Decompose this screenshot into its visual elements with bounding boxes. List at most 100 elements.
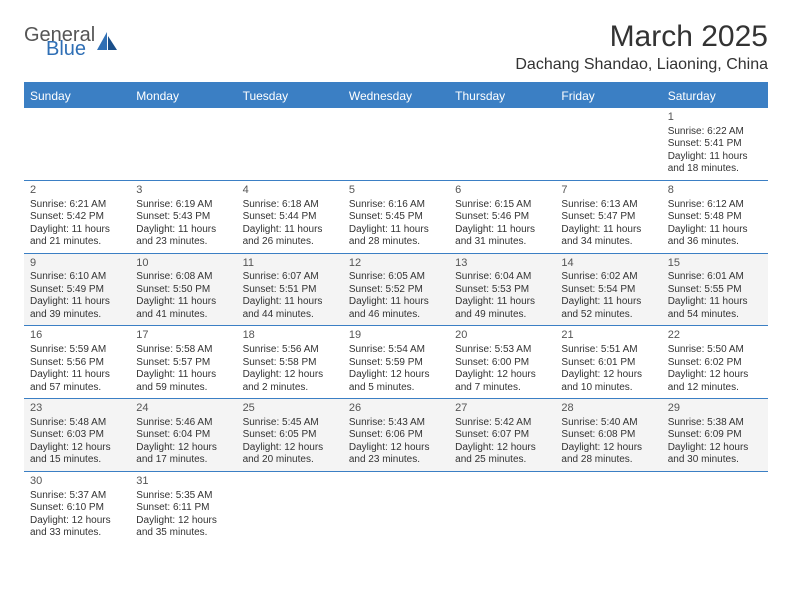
cell-dl1: Daylight: 11 hours [561, 296, 655, 309]
calendar-cell: 18Sunrise: 5:56 AMSunset: 5:58 PMDayligh… [237, 325, 343, 398]
calendar-cell-empty [237, 471, 343, 544]
cell-sunset: Sunset: 5:48 PM [668, 211, 762, 224]
calendar-cell: 11Sunrise: 6:07 AMSunset: 5:51 PMDayligh… [237, 253, 343, 326]
calendar-cell-empty [343, 108, 449, 180]
cell-sunrise: Sunrise: 5:59 AM [30, 344, 124, 357]
cell-dl1: Daylight: 11 hours [668, 296, 762, 309]
cell-sunset: Sunset: 5:45 PM [349, 211, 443, 224]
calendar-cell: 9Sunrise: 6:10 AMSunset: 5:49 PMDaylight… [24, 253, 130, 326]
cell-dl2: and 30 minutes. [668, 454, 762, 467]
cell-dl2: and 26 minutes. [243, 236, 337, 249]
day-number: 17 [136, 329, 230, 343]
calendar-cell: 23Sunrise: 5:48 AMSunset: 6:03 PMDayligh… [24, 398, 130, 471]
day-number: 11 [243, 257, 337, 271]
cell-dl2: and 52 minutes. [561, 309, 655, 322]
calendar-cell: 1Sunrise: 6:22 AMSunset: 5:41 PMDaylight… [662, 108, 768, 180]
calendar-cell-empty [24, 108, 130, 180]
calendar-cell: 25Sunrise: 5:45 AMSunset: 6:05 PMDayligh… [237, 398, 343, 471]
calendar-cell: 8Sunrise: 6:12 AMSunset: 5:48 PMDaylight… [662, 180, 768, 253]
calendar-cell: 30Sunrise: 5:37 AMSunset: 6:10 PMDayligh… [24, 471, 130, 544]
cell-dl2: and 17 minutes. [136, 454, 230, 467]
day-number: 31 [136, 475, 230, 489]
cell-dl2: and 59 minutes. [136, 382, 230, 395]
cell-sunrise: Sunrise: 5:46 AM [136, 417, 230, 430]
cell-dl2: and 23 minutes. [349, 454, 443, 467]
calendar-cell: 26Sunrise: 5:43 AMSunset: 6:06 PMDayligh… [343, 398, 449, 471]
cell-sunset: Sunset: 6:06 PM [349, 429, 443, 442]
cell-dl1: Daylight: 11 hours [455, 296, 549, 309]
dayname-wednesday: Wednesday [343, 84, 449, 108]
calendar-body: 1Sunrise: 6:22 AMSunset: 5:41 PMDaylight… [24, 108, 768, 544]
day-number: 7 [561, 184, 655, 198]
cell-sunrise: Sunrise: 6:07 AM [243, 271, 337, 284]
cell-sunrise: Sunrise: 5:50 AM [668, 344, 762, 357]
cell-sunset: Sunset: 5:54 PM [561, 284, 655, 297]
cell-sunrise: Sunrise: 5:38 AM [668, 417, 762, 430]
calendar-cell: 4Sunrise: 6:18 AMSunset: 5:44 PMDaylight… [237, 180, 343, 253]
cell-dl2: and 15 minutes. [30, 454, 124, 467]
calendar-cell: 20Sunrise: 5:53 AMSunset: 6:00 PMDayligh… [449, 325, 555, 398]
calendar: Sunday Monday Tuesday Wednesday Thursday… [24, 82, 768, 544]
calendar-cell-empty [237, 108, 343, 180]
cell-dl1: Daylight: 12 hours [561, 442, 655, 455]
cell-sunrise: Sunrise: 6:01 AM [668, 271, 762, 284]
calendar-cell-empty [130, 108, 236, 180]
header: General Blue March 2025 Dachang Shandao,… [24, 20, 768, 74]
cell-dl2: and 23 minutes. [136, 236, 230, 249]
calendar-cell: 6Sunrise: 6:15 AMSunset: 5:46 PMDaylight… [449, 180, 555, 253]
cell-sunrise: Sunrise: 5:58 AM [136, 344, 230, 357]
cell-dl1: Daylight: 12 hours [349, 369, 443, 382]
day-number: 22 [668, 329, 762, 343]
calendar-cell: 15Sunrise: 6:01 AMSunset: 5:55 PMDayligh… [662, 253, 768, 326]
calendar-cell: 3Sunrise: 6:19 AMSunset: 5:43 PMDaylight… [130, 180, 236, 253]
week-row: 2Sunrise: 6:21 AMSunset: 5:42 PMDaylight… [24, 180, 768, 253]
cell-sunrise: Sunrise: 5:51 AM [561, 344, 655, 357]
dayname-friday: Friday [555, 84, 661, 108]
week-row: 30Sunrise: 5:37 AMSunset: 6:10 PMDayligh… [24, 471, 768, 544]
cell-sunrise: Sunrise: 6:15 AM [455, 199, 549, 212]
day-number: 1 [668, 111, 762, 125]
cell-sunset: Sunset: 6:03 PM [30, 429, 124, 442]
week-row: 23Sunrise: 5:48 AMSunset: 6:03 PMDayligh… [24, 398, 768, 471]
day-number: 3 [136, 184, 230, 198]
cell-dl1: Daylight: 12 hours [668, 369, 762, 382]
cell-sunset: Sunset: 6:09 PM [668, 429, 762, 442]
dayname-tuesday: Tuesday [237, 84, 343, 108]
calendar-cell: 14Sunrise: 6:02 AMSunset: 5:54 PMDayligh… [555, 253, 661, 326]
cell-sunrise: Sunrise: 6:18 AM [243, 199, 337, 212]
day-number: 2 [30, 184, 124, 198]
cell-dl1: Daylight: 12 hours [30, 442, 124, 455]
cell-sunrise: Sunrise: 5:54 AM [349, 344, 443, 357]
cell-sunset: Sunset: 5:59 PM [349, 357, 443, 370]
cell-sunset: Sunset: 5:46 PM [455, 211, 549, 224]
cell-dl2: and 34 minutes. [561, 236, 655, 249]
cell-sunrise: Sunrise: 5:37 AM [30, 490, 124, 503]
calendar-cell-empty [343, 471, 449, 544]
day-number: 30 [30, 475, 124, 489]
location: Dachang Shandao, Liaoning, China [515, 56, 768, 74]
dayname-saturday: Saturday [662, 84, 768, 108]
week-row: 1Sunrise: 6:22 AMSunset: 5:41 PMDaylight… [24, 108, 768, 180]
cell-dl2: and 31 minutes. [455, 236, 549, 249]
calendar-cell: 31Sunrise: 5:35 AMSunset: 6:11 PMDayligh… [130, 471, 236, 544]
cell-dl1: Daylight: 11 hours [30, 369, 124, 382]
cell-sunrise: Sunrise: 6:05 AM [349, 271, 443, 284]
day-number: 5 [349, 184, 443, 198]
cell-sunset: Sunset: 6:04 PM [136, 429, 230, 442]
calendar-cell: 13Sunrise: 6:04 AMSunset: 5:53 PMDayligh… [449, 253, 555, 326]
dayname-monday: Monday [130, 84, 236, 108]
cell-dl1: Daylight: 12 hours [668, 442, 762, 455]
cell-sunset: Sunset: 6:10 PM [30, 502, 124, 515]
cell-sunrise: Sunrise: 5:45 AM [243, 417, 337, 430]
cell-dl1: Daylight: 11 hours [243, 296, 337, 309]
cell-dl1: Daylight: 11 hours [30, 296, 124, 309]
day-number: 14 [561, 257, 655, 271]
calendar-cell: 17Sunrise: 5:58 AMSunset: 5:57 PMDayligh… [130, 325, 236, 398]
calendar-cell: 27Sunrise: 5:42 AMSunset: 6:07 PMDayligh… [449, 398, 555, 471]
cell-sunrise: Sunrise: 6:08 AM [136, 271, 230, 284]
calendar-cell: 7Sunrise: 6:13 AMSunset: 5:47 PMDaylight… [555, 180, 661, 253]
cell-sunset: Sunset: 6:05 PM [243, 429, 337, 442]
cell-sunset: Sunset: 5:52 PM [349, 284, 443, 297]
calendar-cell: 19Sunrise: 5:54 AMSunset: 5:59 PMDayligh… [343, 325, 449, 398]
cell-dl2: and 10 minutes. [561, 382, 655, 395]
